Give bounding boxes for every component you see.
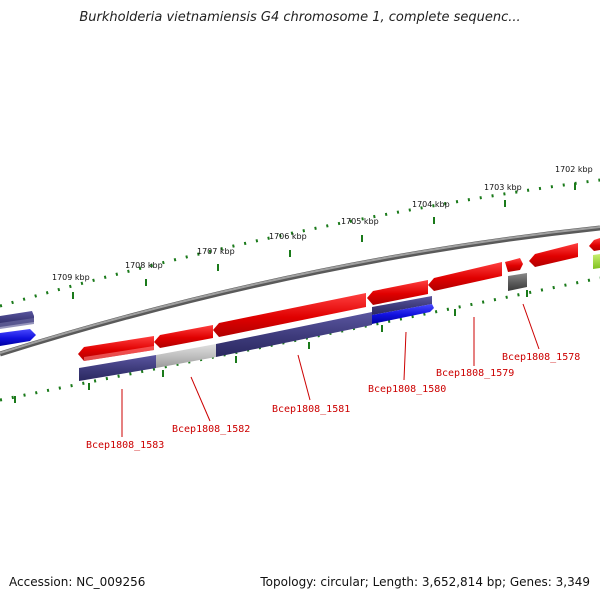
gene-arrow-reverse[interactable] <box>79 355 156 381</box>
gene-label-1581: Bcep1808_1581 <box>272 404 350 415</box>
gene-arrow-forward[interactable] <box>428 262 502 291</box>
genome-info-text: Topology: circular; Length: 3,652,814 bp… <box>260 575 590 589</box>
ruler-label: 1706 kbp <box>269 232 307 241</box>
map-title: Burkholderia vietnamiensis G4 chromosome… <box>79 10 521 25</box>
gene-arrow-reverse[interactable] <box>216 312 372 357</box>
gene-label-1579: Bcep1808_1579 <box>436 368 514 379</box>
gene-arrow-reverse[interactable] <box>372 296 432 315</box>
gene-arrow-reverse[interactable] <box>508 273 527 291</box>
inner-ruler-ticks <box>14 290 528 403</box>
gene-arrow-forward[interactable] <box>78 336 154 361</box>
gene-arrow-forward[interactable] <box>529 243 578 267</box>
gene-label-1580: Bcep1808_1580 <box>368 384 446 395</box>
gene-arrow-reverse[interactable] <box>156 344 216 368</box>
accession-text: Accession: NC_009256 <box>9 575 146 589</box>
gene-arrow-reverse[interactable] <box>593 254 600 269</box>
ruler-label: 1707 kbp <box>197 247 235 256</box>
gene-arrow-reverse[interactable] <box>372 304 434 324</box>
ruler-label: 1709 kbp <box>52 273 90 282</box>
ruler-label: 1704 kbp <box>412 200 450 209</box>
gene-arrow-shadow <box>0 318 34 329</box>
ruler-label: 1705 kbp <box>341 217 379 226</box>
gene-arrow-forward[interactable] <box>154 325 213 348</box>
ruler-label: 1702 kbp <box>555 165 593 174</box>
gene-arrow-forward[interactable] <box>589 238 600 251</box>
gene-label-1583: Bcep1808_1583 <box>86 440 164 451</box>
gene-arrow-forward[interactable] <box>367 280 428 305</box>
outer-ruler-track <box>0 178 600 308</box>
ruler-label: 1703 kbp <box>484 183 522 192</box>
backbone <box>0 226 600 354</box>
gene-arrow-forward[interactable] <box>505 258 523 272</box>
gene-label-1578: Bcep1808_1578 <box>502 352 580 363</box>
ruler-label: 1708 kbp <box>125 261 163 270</box>
gene-arrow-forward[interactable] <box>213 293 366 337</box>
gene-label-1582: Bcep1808_1582 <box>172 424 250 435</box>
inner-ruler-track <box>0 276 600 402</box>
gene-arrow[interactable] <box>0 329 36 346</box>
label-leaders <box>121 303 540 437</box>
